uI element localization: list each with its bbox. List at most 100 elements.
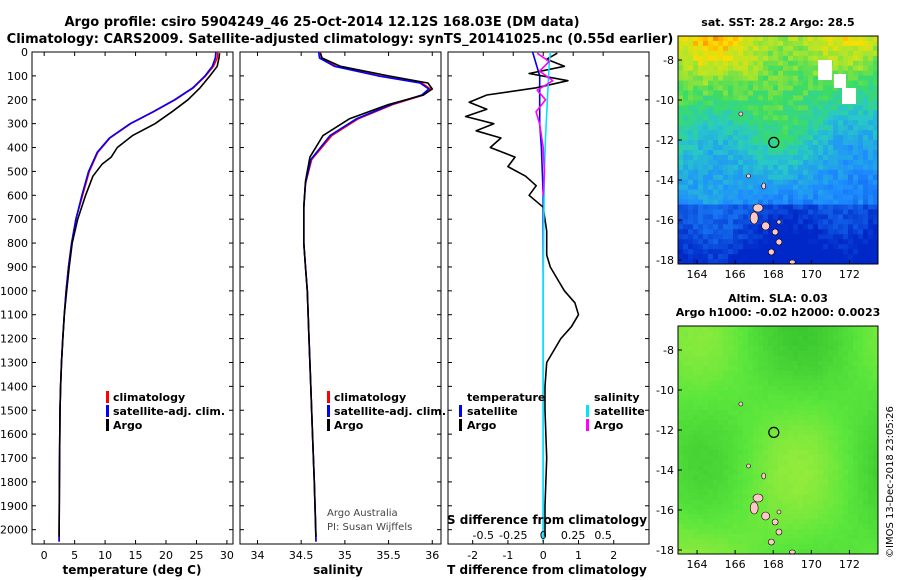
map-cell	[828, 199, 834, 205]
map-cell	[688, 385, 694, 391]
map-cell	[713, 249, 719, 255]
map-cell	[783, 174, 789, 181]
map-cell	[688, 464, 694, 471]
map-cell	[773, 449, 779, 456]
map-cell	[863, 350, 869, 357]
map-cell	[848, 40, 854, 47]
map-cell	[708, 60, 714, 67]
map-cell	[753, 100, 759, 106]
map-cell	[753, 529, 759, 535]
map-cell	[803, 489, 809, 495]
map-cell	[788, 145, 794, 151]
map-cell	[788, 469, 794, 476]
map-cell	[738, 326, 744, 332]
map-cell	[788, 209, 794, 215]
map-cell	[868, 415, 874, 421]
map-cell	[808, 214, 814, 220]
map-cell	[743, 524, 749, 530]
map-cell	[788, 385, 794, 391]
map-cell	[858, 40, 864, 47]
map-cell	[853, 360, 859, 367]
map-cell	[853, 509, 859, 515]
map-cell	[828, 360, 834, 367]
map-cell	[718, 140, 724, 146]
map-cell	[748, 105, 754, 111]
map-cell	[783, 499, 789, 505]
map-cell	[868, 115, 874, 121]
map-cell	[853, 70, 859, 77]
map-cell	[718, 125, 724, 131]
map-cell	[833, 549, 839, 555]
map-cell	[773, 494, 779, 500]
map-cell	[733, 164, 739, 171]
map-cell	[748, 494, 754, 500]
map-cell	[823, 209, 829, 215]
map-cell	[698, 440, 704, 446]
map-cell	[773, 55, 779, 62]
map-cell	[718, 229, 724, 235]
map-cell	[698, 335, 704, 342]
map-cell	[838, 390, 844, 396]
map-cell	[873, 110, 879, 116]
map-cell	[783, 249, 789, 255]
x-tick-label: -1	[502, 549, 513, 562]
map-cell	[718, 249, 724, 255]
map-cell	[858, 36, 864, 42]
map-cell	[703, 189, 709, 196]
map-cell	[763, 449, 769, 456]
map-cell	[738, 514, 744, 520]
map-cell	[683, 40, 689, 47]
map-cell	[818, 539, 824, 545]
map-cell	[703, 120, 709, 126]
map-cell	[763, 390, 769, 396]
map-cell	[698, 524, 704, 530]
map-cell	[708, 219, 714, 225]
map-cell	[703, 410, 709, 416]
map-cell	[778, 375, 784, 381]
map-cell	[848, 459, 854, 466]
map-cell	[858, 345, 864, 352]
map-cell	[843, 40, 849, 47]
map-cell	[778, 420, 784, 426]
map-cell	[818, 55, 824, 62]
map-cell	[803, 420, 809, 426]
island	[749, 211, 759, 225]
map-cell	[758, 534, 764, 540]
map-cell	[798, 110, 804, 116]
island	[775, 528, 783, 536]
map-cell	[688, 125, 694, 131]
map-cell	[838, 254, 844, 260]
map-cell	[818, 479, 824, 486]
map-cell	[848, 534, 854, 540]
map-cell	[828, 494, 834, 500]
map-cell	[833, 370, 839, 376]
map-cell	[873, 209, 879, 215]
map-cell	[833, 224, 839, 230]
map-cell	[738, 154, 744, 161]
map-cell	[793, 529, 799, 535]
map-cell	[848, 544, 854, 550]
map-cell	[798, 519, 804, 525]
map-cell	[713, 214, 719, 220]
map-cell	[703, 544, 709, 550]
map-cell	[823, 355, 829, 362]
map-cell	[818, 36, 824, 42]
difference-panel-frame	[447, 51, 650, 545]
map-cell	[783, 425, 789, 431]
map-cell	[693, 449, 699, 456]
map-cell	[753, 360, 759, 367]
map-cell	[678, 385, 684, 391]
map-cell	[778, 110, 784, 116]
map-cell	[828, 400, 834, 406]
map-cell	[753, 375, 759, 381]
map-cell	[853, 425, 859, 431]
map-cell	[823, 244, 829, 250]
map-cell	[828, 449, 834, 456]
map-cell	[778, 194, 784, 200]
map-cell	[763, 395, 769, 401]
map-cell	[748, 164, 754, 171]
map-cell	[683, 169, 689, 176]
map-cell	[858, 209, 864, 215]
map-cell	[803, 150, 809, 156]
map-cell	[803, 380, 809, 386]
